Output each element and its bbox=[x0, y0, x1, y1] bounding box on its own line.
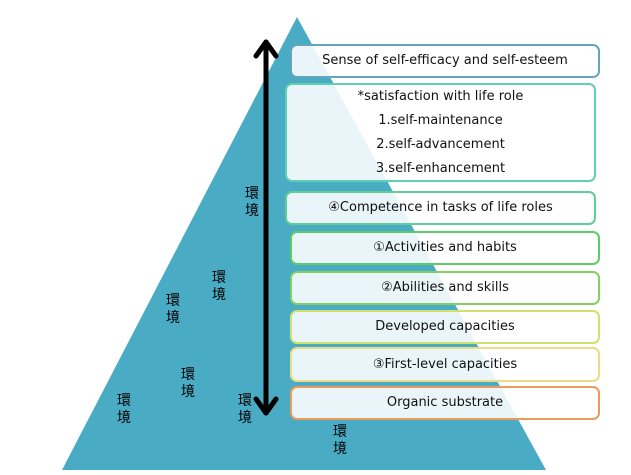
level-box: ②Abilities and skills bbox=[290, 271, 600, 305]
level-text: Organic substrate bbox=[386, 395, 504, 410]
level-text: ④Competence in tasks of life roles bbox=[328, 200, 553, 215]
environment-label: 環境 bbox=[181, 367, 195, 400]
environment-label: 環境 bbox=[238, 393, 252, 426]
level-box: ④Competence in tasks of life roles bbox=[285, 191, 596, 225]
level-text: Developed capacities bbox=[375, 319, 515, 334]
level-text: 1.self-maintenance bbox=[378, 112, 503, 128]
double-arrow bbox=[253, 39, 279, 416]
level-text: *satisfaction with life role bbox=[357, 88, 524, 104]
environment-label: 環境 bbox=[166, 293, 180, 326]
level-box: Organic substrate bbox=[290, 386, 600, 420]
environment-label: 環境 bbox=[117, 393, 131, 426]
level-box: Sense of self-efficacy and self-esteem bbox=[290, 44, 600, 78]
level-text: 2.self-advancement bbox=[376, 136, 505, 152]
level-text: ②Abilities and skills bbox=[381, 280, 509, 295]
level-box: ①Activities and habits bbox=[290, 231, 600, 265]
level-text: 3.self-enhancement bbox=[375, 160, 506, 176]
environment-label: 環境 bbox=[212, 270, 226, 303]
level-box: Developed capacities bbox=[290, 310, 600, 344]
level-text: ①Activities and habits bbox=[373, 240, 517, 255]
level-text: ③First-level capacities bbox=[372, 356, 518, 372]
level-text: Sense of self-efficacy and self-esteem bbox=[322, 53, 568, 68]
level-box: ③First-level capacities bbox=[290, 347, 600, 382]
environment-label: 環境 bbox=[333, 424, 347, 457]
level-box: *satisfaction with life role 1.self-maint… bbox=[285, 83, 596, 182]
environment-label: 環境 bbox=[245, 186, 259, 219]
